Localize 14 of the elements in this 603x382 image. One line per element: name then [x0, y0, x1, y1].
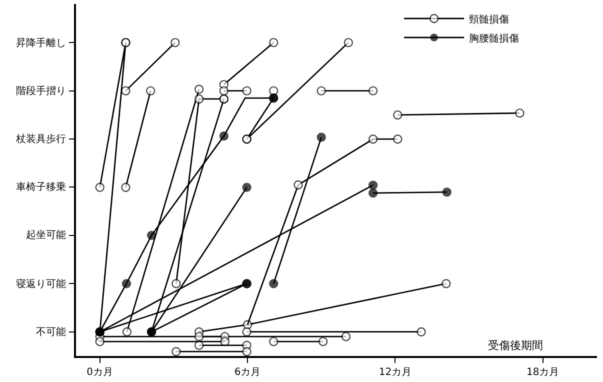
text: 頸髄損傷: [469, 13, 510, 26]
category-label: 起坐可能: [26, 230, 66, 241]
x-tick-label: 18カ月: [526, 367, 560, 378]
text: 胸腰髄損傷: [469, 32, 520, 44]
x-tick-label: 12カ月: [378, 367, 412, 378]
category-label: 寝返り可能: [16, 279, 66, 290]
x-axis-title: 受傷後期間: [488, 339, 543, 352]
category-label: 昇降手離し: [16, 38, 66, 49]
category-label: 杖装具歩行: [16, 134, 66, 145]
category-label: 階段手摺り: [16, 86, 66, 97]
x-tick-label: 6カ月: [234, 367, 261, 378]
x-tick-label: 0カ月: [86, 367, 114, 378]
category-label: 車椅子移乗: [16, 182, 66, 193]
category-label: 不可能: [36, 327, 66, 338]
